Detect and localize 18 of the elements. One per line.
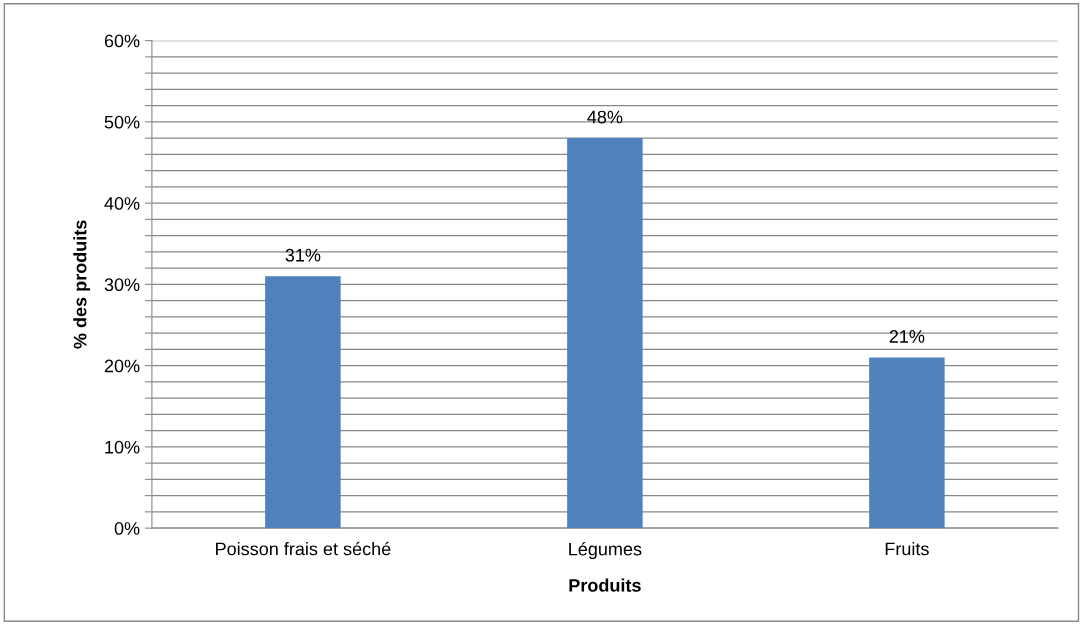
x-axis-title: Produits (569, 578, 641, 592)
data-label: 48% (587, 110, 623, 124)
y-axis-title: % des produits (73, 220, 91, 349)
y-tick-label: 50% (104, 115, 140, 129)
y-tick-label: 30% (104, 278, 140, 292)
x-tick-label: Fruits (885, 542, 929, 556)
bar (869, 357, 945, 529)
y-tick-label: 40% (104, 197, 140, 210)
data-label: 31% (285, 248, 321, 262)
bar (265, 276, 341, 529)
y-tick-label: 0% (114, 522, 140, 535)
x-tick-label: Poisson frais et séché (216, 541, 391, 556)
data-label: 21% (889, 330, 925, 343)
y-tick-label: 10% (105, 440, 140, 454)
y-tick-label: 60% (104, 34, 140, 48)
y-tick-label: 20% (104, 359, 140, 373)
x-tick-label: Légumes (569, 542, 642, 560)
bar (567, 138, 643, 529)
